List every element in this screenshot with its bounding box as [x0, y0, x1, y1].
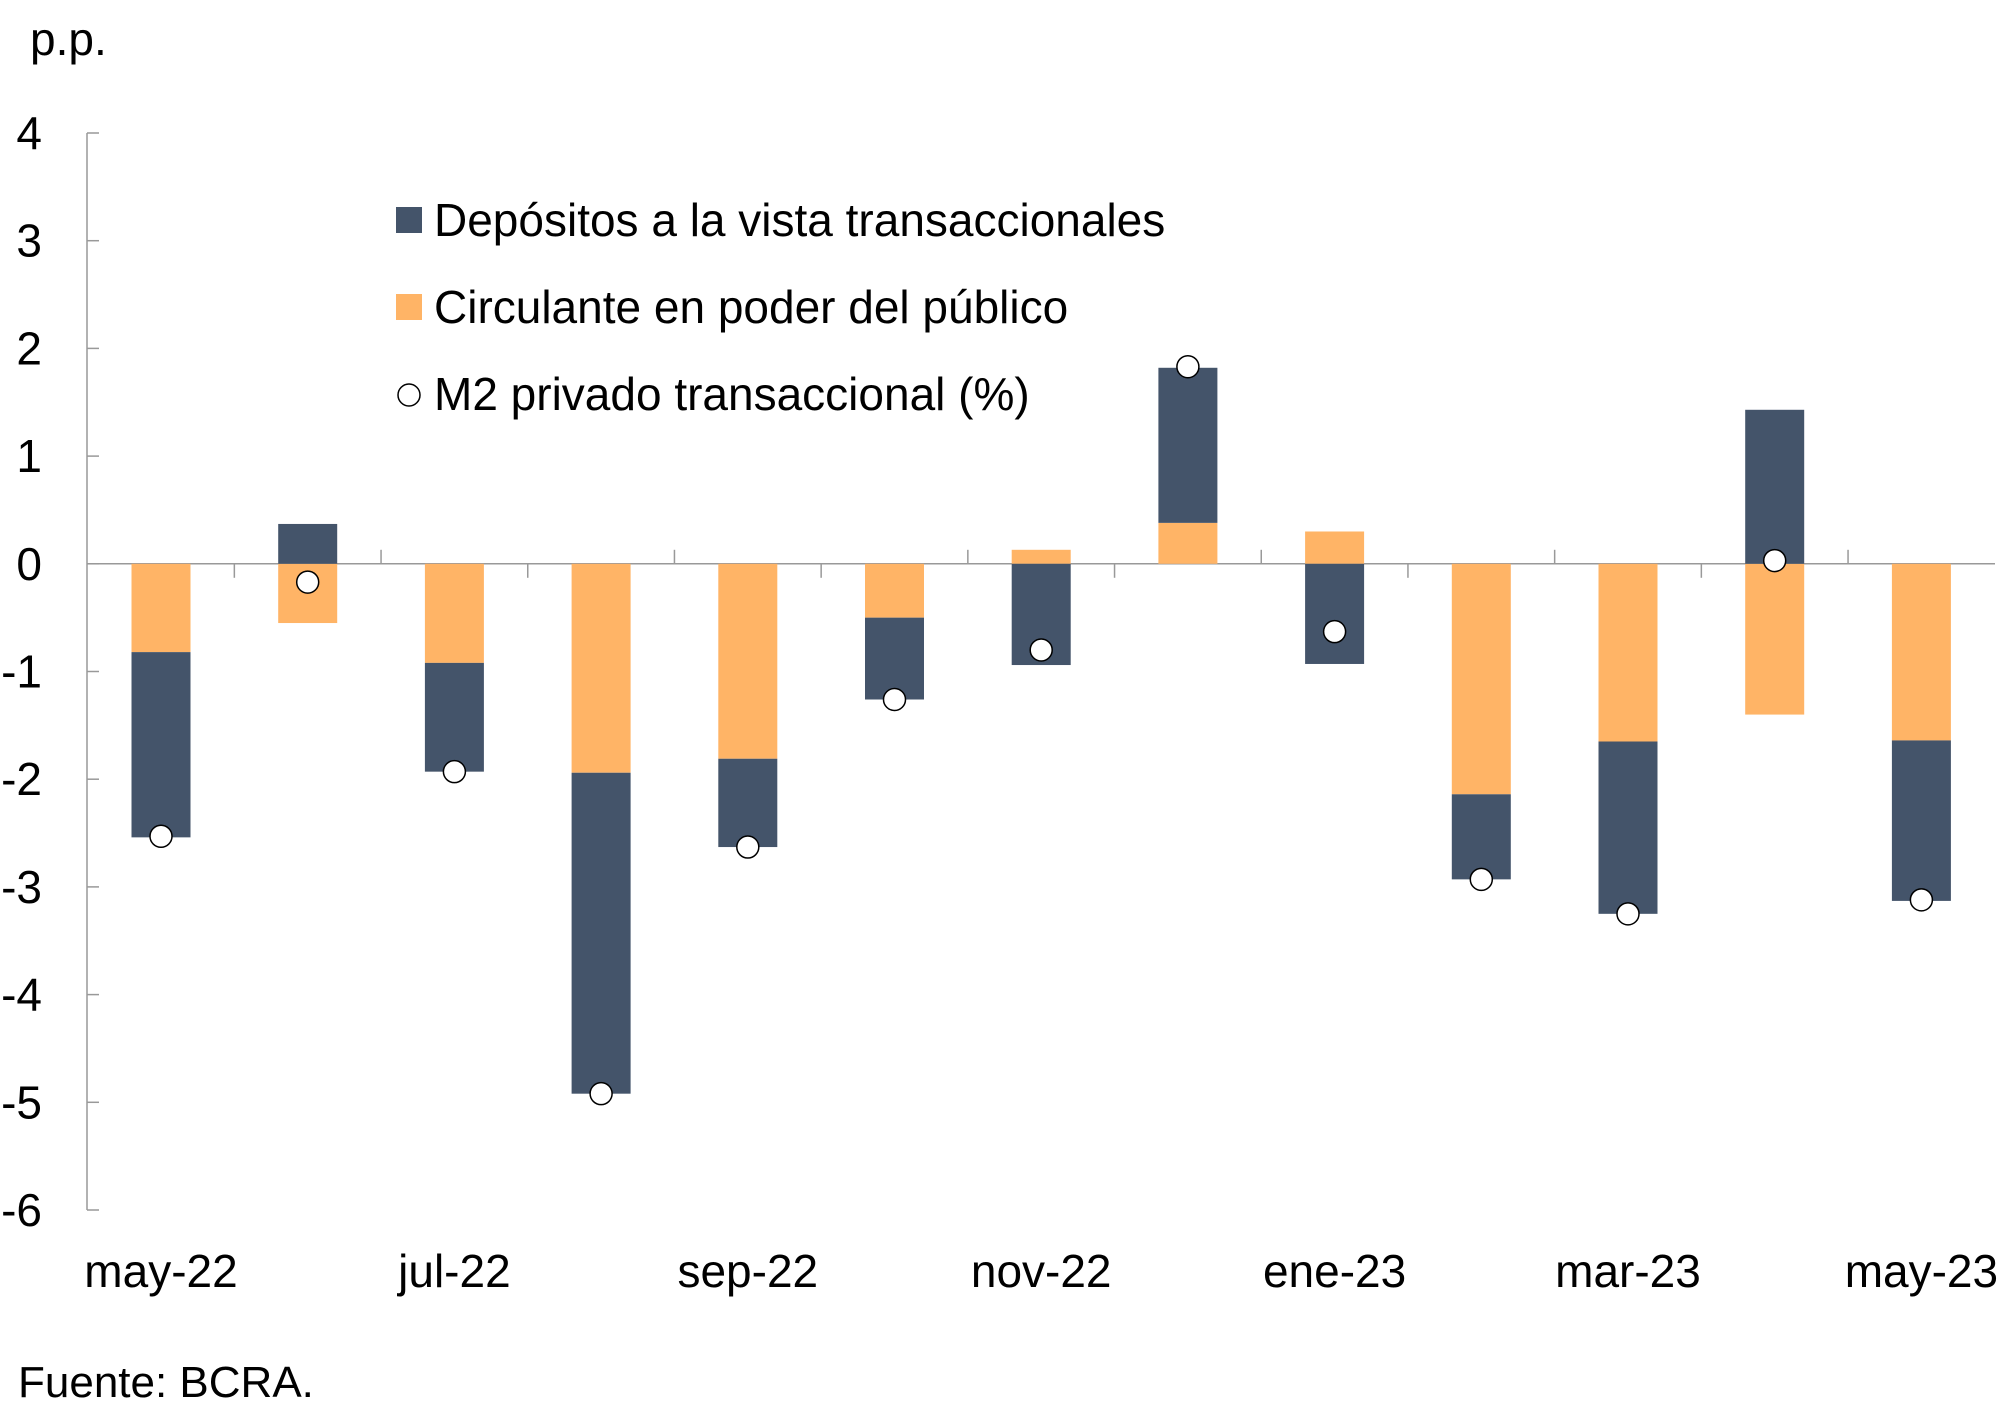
legend-label: Depósitos a la vista transaccionales: [434, 194, 1165, 246]
marker-m2: [295, 570, 320, 594]
bar-depositos: [1891, 740, 1951, 901]
bar-depositos: [865, 617, 924, 700]
bar-circulante: [1891, 563, 1951, 741]
bar-circulante: [131, 563, 191, 653]
marker-m2: [1909, 888, 1934, 912]
y-tick-label: -5: [1, 1076, 42, 1128]
x-tick-label: mar-23: [1555, 1245, 1701, 1297]
bar-circulante: [1598, 563, 1658, 742]
bar-circulante: [1011, 549, 1071, 564]
bar-circulante: [424, 563, 484, 663]
x-tick-label: nov-22: [971, 1245, 1112, 1297]
bar-depositos: [278, 523, 338, 564]
marker-m2: [149, 824, 173, 849]
x-tick-label: sep-22: [677, 1245, 818, 1297]
marker-m2: [1322, 619, 1347, 644]
x-tick-label: may-22: [84, 1245, 237, 1297]
bar-depositos: [131, 652, 191, 838]
marker-m2: [882, 687, 907, 712]
bar-circulante: [718, 563, 778, 759]
legend-marker: [397, 383, 421, 407]
bar-circulante: [571, 563, 631, 773]
legend-label: M2 privado transaccional (%): [434, 368, 1030, 420]
bar-circulante: [1451, 563, 1511, 795]
y-tick-label: 2: [16, 322, 42, 374]
y-tick-label: -4: [1, 969, 42, 1021]
y-tick-label: 1: [16, 430, 42, 482]
y-tick-label: -2: [1, 753, 42, 805]
source-note: Fuente: BCRA.: [18, 1358, 314, 1407]
legend-label: Circulante en poder del público: [434, 281, 1068, 333]
marker-m2: [442, 759, 467, 784]
y-tick-label: -3: [1, 861, 42, 913]
marker-m2: [1176, 354, 1200, 379]
marker-m2: [1029, 638, 1053, 662]
y-tick-label: -6: [1, 1184, 42, 1236]
y-tick-label: 0: [16, 538, 42, 590]
y-tick-label: -1: [1, 646, 42, 698]
bar-circulante: [1305, 531, 1365, 564]
marker-m2: [1469, 867, 1494, 892]
marker-m2: [1616, 902, 1640, 926]
bar-depositos: [1451, 794, 1511, 880]
marker-m2: [1762, 548, 1787, 573]
legend: Depósitos a la vista transaccionales Circ…: [396, 194, 1165, 420]
marker-m2: [736, 835, 760, 859]
y-axis-label: p.p.: [30, 13, 107, 65]
bar-depositos: [1158, 367, 1218, 523]
bar-circulante: [1158, 522, 1218, 564]
bar-depositos: [1745, 409, 1805, 564]
bar-depositos: [424, 662, 484, 772]
bar-depositos: [1598, 741, 1658, 914]
bar-circulante: [865, 563, 924, 618]
legend-swatch: [396, 207, 422, 233]
legend-swatch: [396, 294, 422, 320]
bar-circulante: [1745, 563, 1805, 715]
y-tick-label: 3: [16, 215, 42, 267]
x-tick-label: ene-23: [1263, 1245, 1406, 1297]
x-tick-label: jul-22: [396, 1245, 511, 1297]
marker-m2: [589, 1081, 613, 1106]
bar-depositos: [1305, 563, 1365, 664]
x-tick-label: may-23: [1845, 1245, 1998, 1297]
bar-depositos: [718, 758, 778, 848]
bar-depositos: [571, 772, 631, 1094]
y-tick-label: 4: [16, 107, 42, 159]
